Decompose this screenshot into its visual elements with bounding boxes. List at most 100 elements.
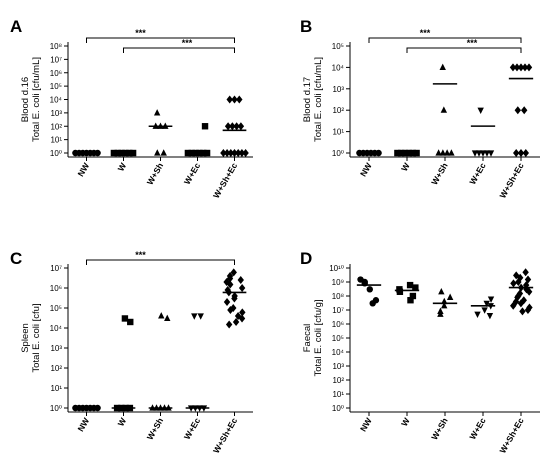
x-tick-label: W+Ec bbox=[182, 416, 202, 441]
data-point bbox=[227, 280, 234, 289]
data-point bbox=[525, 287, 533, 296]
data-point bbox=[510, 279, 517, 288]
y-tick-label: 10⁷ bbox=[332, 306, 344, 315]
data-point bbox=[223, 297, 231, 306]
y-tick-label: 10⁵ bbox=[50, 82, 62, 91]
x-tick-label: W+Sh bbox=[429, 161, 450, 187]
significance-bracket bbox=[368, 37, 522, 43]
data-point bbox=[443, 149, 451, 156]
data-point bbox=[412, 284, 419, 291]
data-point bbox=[448, 149, 455, 156]
series-w-ec bbox=[185, 313, 210, 412]
series-w bbox=[394, 149, 420, 157]
series-w-sh bbox=[432, 287, 458, 317]
series-w-sh-ec bbox=[508, 268, 534, 316]
data-point bbox=[153, 109, 161, 116]
x-tick-label: W bbox=[399, 415, 412, 428]
data-point bbox=[446, 293, 454, 300]
y-tick-label: 10⁴ bbox=[50, 324, 63, 333]
y-axis-label-line: Total E. coli [cfu/mL] bbox=[313, 57, 324, 142]
significance-bracket bbox=[406, 47, 522, 53]
data-point bbox=[154, 149, 161, 156]
significance-label: *** bbox=[135, 250, 146, 260]
data-point bbox=[516, 273, 524, 282]
x-tick-label: W+Sh+Ec bbox=[211, 416, 239, 455]
data-point bbox=[121, 315, 129, 322]
data-point bbox=[477, 107, 484, 114]
series-w-sh bbox=[148, 109, 173, 156]
y-tick-label: 10¹⁰ bbox=[329, 264, 344, 273]
data-point bbox=[513, 63, 521, 72]
y-tick-label: 10⁰ bbox=[50, 404, 62, 413]
data-point bbox=[513, 149, 520, 157]
data-point bbox=[438, 287, 445, 295]
data-point bbox=[522, 149, 529, 157]
y-tick-label: 10⁴ bbox=[332, 348, 345, 357]
y-tick-label: 10⁰ bbox=[50, 149, 62, 158]
x-tick-label: W+Ec bbox=[467, 416, 487, 441]
series-w-ec bbox=[470, 296, 496, 320]
series-w bbox=[394, 281, 420, 304]
y-axis-label-line: Blood d.16 bbox=[20, 77, 31, 122]
data-point bbox=[127, 318, 134, 326]
series-w-sh-ec bbox=[508, 63, 534, 157]
panel-letter: D bbox=[300, 249, 312, 268]
y-tick-label: 10⁴ bbox=[50, 96, 63, 105]
y-axis-label-line: Total E. coli [cfu] bbox=[31, 303, 42, 372]
y-tick-label: 10⁰ bbox=[332, 404, 344, 413]
x-tick-label: W+Ec bbox=[182, 161, 202, 186]
series-nw bbox=[356, 276, 382, 307]
data-point bbox=[524, 306, 532, 314]
data-point bbox=[441, 301, 448, 309]
y-tick-label: 10² bbox=[50, 122, 62, 131]
data-point bbox=[201, 123, 209, 130]
significance-label: *** bbox=[420, 28, 431, 38]
data-point bbox=[525, 63, 533, 72]
data-point bbox=[437, 310, 444, 317]
y-tick-label: 10⁵ bbox=[332, 334, 344, 343]
data-point bbox=[516, 289, 524, 298]
data-point bbox=[509, 63, 517, 72]
data-point bbox=[474, 311, 481, 319]
data-point bbox=[510, 301, 517, 310]
data-point bbox=[160, 149, 167, 156]
y-tick-label: 10⁵ bbox=[50, 304, 62, 313]
x-tick-label: NW bbox=[75, 160, 91, 178]
data-point bbox=[483, 300, 490, 308]
data-point bbox=[487, 296, 495, 303]
data-point bbox=[481, 307, 488, 314]
data-point bbox=[517, 63, 525, 72]
data-point bbox=[235, 149, 242, 157]
y-tick-label: 10⁸ bbox=[50, 42, 62, 51]
y-tick-label: 10⁵ bbox=[332, 42, 344, 51]
y-axis-label-line: Faecal bbox=[302, 324, 313, 353]
data-point bbox=[517, 299, 525, 308]
series-nw bbox=[356, 149, 382, 157]
y-tick-label: 10⁶ bbox=[50, 69, 62, 78]
data-point bbox=[238, 149, 246, 157]
data-point bbox=[191, 313, 198, 320]
y-tick-label: 10⁰ bbox=[332, 149, 344, 158]
y-tick-label: 10³ bbox=[50, 109, 62, 118]
y-tick-label: 10³ bbox=[332, 85, 344, 94]
data-point bbox=[238, 284, 246, 292]
panel-b: B 10⁰ 10¹ 10² 10³ 10⁴ 10⁵ Blood d.17Total E. co… bbox=[300, 17, 540, 200]
significance-label: *** bbox=[467, 38, 478, 48]
data-point bbox=[158, 312, 165, 319]
data-point bbox=[236, 95, 243, 104]
data-point bbox=[440, 106, 448, 113]
data-point bbox=[232, 317, 240, 326]
y-axis-label: FaecalTotal E. coli [cfu/g] bbox=[302, 299, 324, 376]
data-point bbox=[223, 149, 231, 157]
y-tick-label: 10² bbox=[332, 376, 344, 385]
x-tick-label: W bbox=[116, 415, 129, 428]
x-tick-label: W+Sh bbox=[429, 416, 450, 442]
panel-letter: C bbox=[10, 249, 22, 268]
data-point bbox=[406, 281, 414, 289]
data-point bbox=[396, 288, 404, 295]
y-tick-label: 10⁶ bbox=[50, 284, 62, 293]
data-point bbox=[231, 95, 238, 104]
data-point bbox=[227, 149, 234, 157]
y-tick-label: 10¹ bbox=[50, 384, 62, 393]
